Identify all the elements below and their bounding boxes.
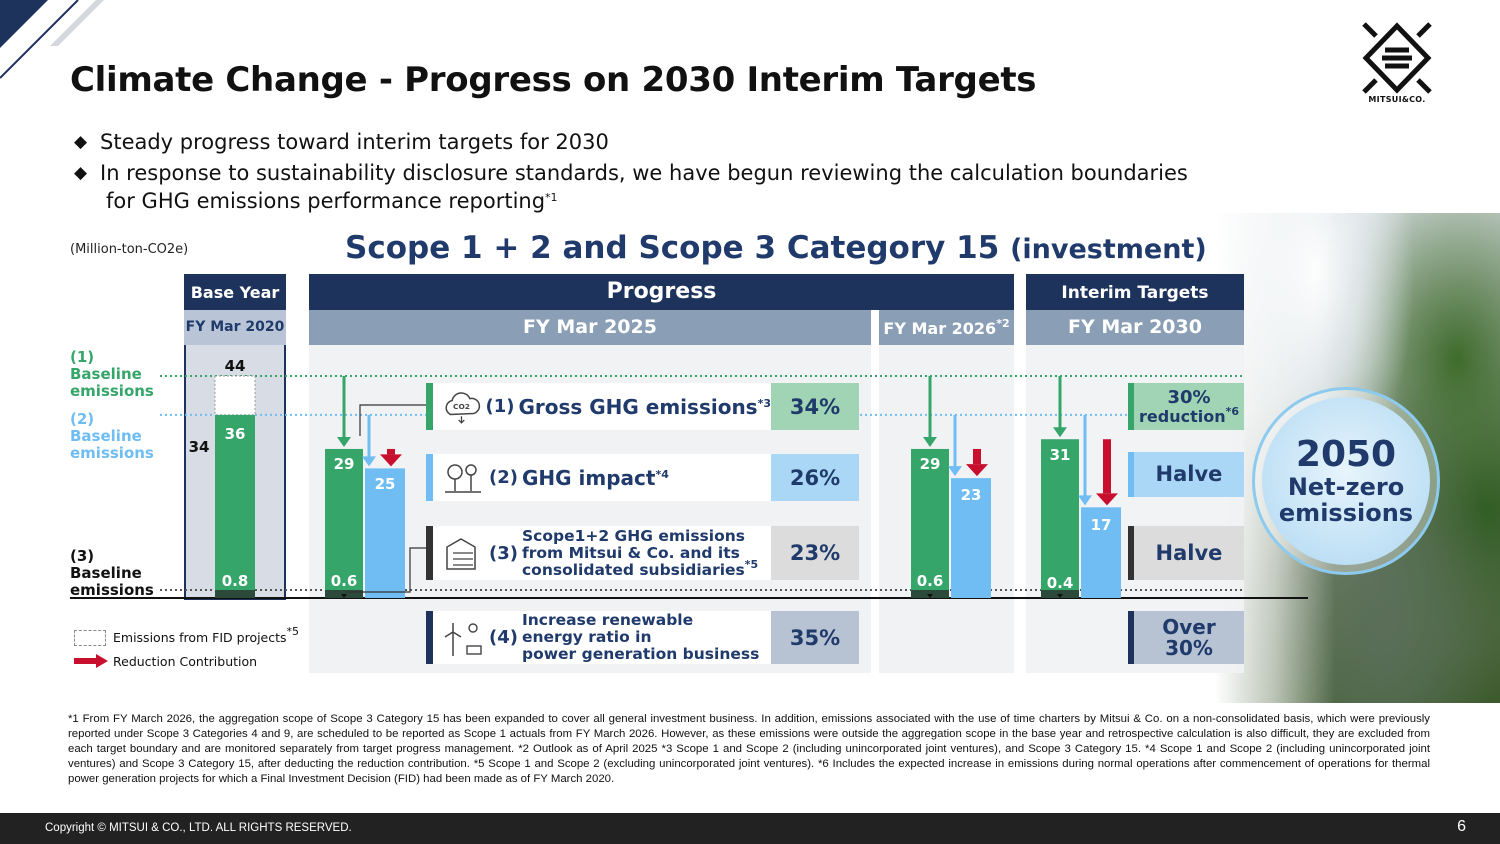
baseline-2-label: (2) Baseline emissions	[70, 410, 154, 462]
renewable-energy-icon	[444, 622, 482, 656]
label-p25-impact: 25	[374, 475, 396, 493]
baseline-1-label: (1) Baseline emissions	[70, 348, 154, 400]
label-base-top: 44	[224, 357, 246, 375]
bar-p25-gross	[325, 448, 363, 590]
netzero-line1: Net-zero	[1287, 473, 1405, 501]
header-base-year: Base Year	[184, 274, 286, 310]
target-1: 30% reduction*6	[1128, 383, 1244, 430]
netzero-line2: emissions	[1278, 499, 1414, 527]
connector-row-1	[359, 404, 426, 436]
label-p30-impact: 17	[1090, 516, 1112, 534]
metric-row-1: CO2 (1) Gross GHG emissions*3	[426, 383, 771, 430]
arrow-p26-impact-head	[948, 466, 962, 477]
connector-row-3	[345, 547, 426, 593]
bar-p30-impact	[1081, 507, 1121, 598]
target-2: Halve	[1128, 452, 1244, 497]
baseline-3-label: (3) Baseline emissions	[70, 547, 154, 599]
metric-2-num: (2)	[489, 467, 518, 488]
arrow-p25-gross-head	[337, 436, 351, 447]
arrow-p30-gross-head	[1053, 427, 1067, 438]
metric-row-3: (3) Scope1+2 GHG emissions from Mitsui & …	[426, 526, 771, 580]
header-base-period: FY Mar 2020	[184, 310, 286, 345]
page-number: 6	[1457, 818, 1466, 835]
bar-base-scope12	[215, 590, 255, 598]
bullet-2: ◆ In response to sustainability disclosur…	[74, 161, 1188, 185]
logo-text: MITSUI&CO.	[1368, 95, 1426, 104]
metric-1-label: Gross GHG emissions*3	[518, 394, 771, 419]
metric-row-4: (4) Increase renewable energy ratio in pow…	[426, 611, 771, 664]
metric-3-progress: 23%	[771, 526, 859, 580]
metric-1-num: (1)	[485, 396, 515, 417]
diamond-icon: ◆	[74, 163, 88, 183]
label-p30-gross: 31	[1049, 446, 1071, 464]
metric-2-label: GHG impact*4	[521, 465, 669, 490]
arrow-p30-impact-head	[1078, 495, 1092, 506]
header-progress: Progress	[309, 274, 1014, 310]
arrow-p30-scope12	[1057, 594, 1063, 598]
arrow-p25-reduction-body	[387, 448, 395, 455]
arrow-p30-reduction-body	[1103, 439, 1111, 494]
label-base-side: 34	[188, 438, 210, 456]
svg-text:CO2: CO2	[453, 401, 470, 410]
legend-fid-swatch	[74, 630, 106, 646]
co2-cloud-icon: CO2	[444, 391, 480, 424]
label-p26-impact: 23	[960, 486, 982, 504]
bar-p26-impact	[951, 478, 991, 598]
corner-decoration	[0, 0, 104, 79]
label-base-gross: 36	[224, 425, 246, 443]
metric-4-progress: 35%	[771, 611, 859, 664]
arrow-p26-scope12	[927, 594, 933, 598]
target-4: Over 30%	[1128, 611, 1244, 664]
label-p25-gross: 29	[333, 455, 355, 473]
header-interim-targets: Interim Targets	[1026, 274, 1244, 310]
label-p26-gross: 29	[919, 455, 941, 473]
bar-p30-gross	[1041, 439, 1079, 590]
arrow-p25-impact-head	[362, 456, 376, 467]
header-fy2026: FY Mar 2026*2	[879, 310, 1014, 345]
chart-title: Scope 1 + 2 and Scope 3 Category 15 (inv…	[345, 230, 1207, 266]
bar-base-fid	[214, 375, 256, 416]
legend-fid-label: Emissions from FID projects*5	[113, 625, 300, 645]
metric-row-2: (2) GHG impact*4	[426, 454, 771, 501]
arrow-p25-scope12	[341, 594, 347, 598]
diamond-icon: ◆	[74, 132, 88, 152]
footer-bar	[0, 813, 1500, 844]
arrow-p30-reduction-head	[1096, 493, 1118, 506]
arrow-p26-reduction-body	[973, 448, 981, 465]
arrow-p26-reduction-head	[966, 464, 988, 477]
target-3: Halve	[1128, 526, 1244, 580]
metric-3-num: (3)	[489, 542, 518, 564]
legend-red-arrow-icon	[74, 654, 108, 668]
bar-base-gross	[215, 414, 255, 590]
legend-reduction-label: Reduction Contribution	[113, 654, 258, 669]
label-p25-scope12: 0.6	[330, 572, 358, 590]
metric-1-progress: 34%	[771, 383, 859, 430]
bullet-1: ◆ Steady progress toward interim targets …	[74, 130, 609, 154]
metric-3-label: Scope1+2 GHG emissions from Mitsui & Co. …	[521, 526, 759, 579]
arrow-p25-reduction-head	[380, 454, 402, 467]
bar-p26-gross	[911, 448, 949, 590]
label-p30-scope12: 0.4	[1046, 574, 1074, 592]
page-title: Climate Change - Progress on 2030 Interi…	[70, 60, 1037, 100]
netzero-year: 2050	[1295, 434, 1397, 475]
label-base-scope12: 0.8	[221, 572, 249, 590]
header-fy2025: FY Mar 2025	[309, 310, 871, 345]
copyright: Copyright © MITSUI & CO., LTD. ALL RIGHT…	[45, 822, 352, 834]
factory-icon	[446, 538, 476, 570]
metric-4-label: Increase renewable energy ratio in power g…	[521, 611, 760, 663]
label-p26-scope12: 0.6	[916, 572, 944, 590]
header-fy2030: FY Mar 2030	[1026, 310, 1244, 345]
bullet-2-continued: for GHG emissions performance reporting*…	[106, 189, 558, 213]
footnotes: *1 From FY March 2026, the aggregation s…	[68, 713, 1430, 785]
netzero-badge: 2050 Net-zero emissions	[1262, 397, 1430, 565]
tree-impact-icon	[445, 463, 481, 493]
mitsui-logo-icon	[1362, 22, 1432, 94]
bar-p25-impact	[365, 468, 405, 598]
metric-2-progress: 26%	[771, 454, 859, 501]
metric-4-num: (4)	[489, 627, 518, 648]
unit-label: (Million-ton-CO2e)	[70, 242, 189, 257]
arrow-p26-gross-head	[923, 436, 937, 447]
